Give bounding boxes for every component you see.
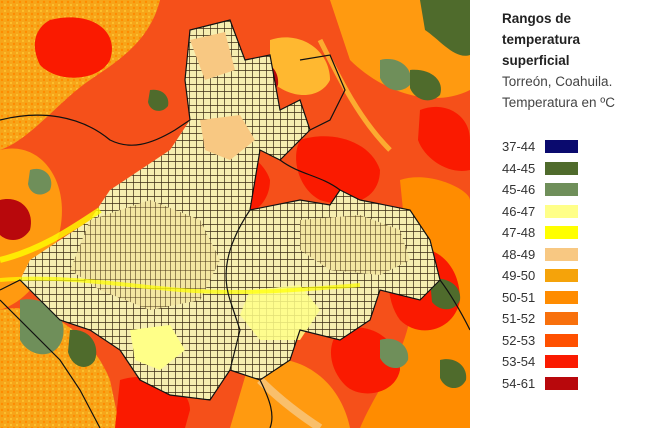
transition-belts: [0, 38, 392, 428]
boundary-lines: [0, 19, 470, 428]
legend-color-swatch: [545, 140, 578, 154]
legend-item-label: 44-45: [502, 160, 536, 176]
legend-title-line1: Rangos de temperatura: [502, 11, 581, 47]
legend-color-swatch: [545, 247, 578, 261]
legend-color-swatch: [545, 161, 578, 175]
legend-item: 49-50: [502, 265, 648, 287]
legend-color-swatch: [545, 312, 578, 326]
temperature-map: [0, 0, 470, 428]
legend-item-label: 52-53: [502, 332, 536, 348]
legend-color-swatch: [545, 204, 578, 218]
legend-item-label: 37-44: [502, 139, 536, 155]
legend-color-swatch: [545, 355, 578, 369]
legend-item-label: 53-54: [502, 354, 536, 370]
legend-color-swatch: [545, 376, 578, 390]
legend-item: 45-46: [502, 179, 648, 201]
legend-item-label: 51-52: [502, 311, 536, 327]
legend-item: 47-48: [502, 222, 648, 244]
legend-item: 46-47: [502, 201, 648, 223]
legend-item: 48-49: [502, 244, 648, 266]
legend-title-line2: superficial: [502, 53, 570, 68]
legend-item: 53-54: [502, 351, 648, 373]
legend-color-swatch: [545, 269, 578, 283]
legend: Rangos de temperatura superficial Torreó…: [502, 8, 648, 394]
legend-place: Torreón, Coahuila.: [502, 74, 613, 89]
legend-item: 50-51: [502, 287, 648, 309]
legend-item-label: 45-46: [502, 182, 536, 198]
legend-unit: Temperatura en ºC: [502, 95, 615, 110]
legend-item: 52-53: [502, 330, 648, 352]
legend-item-label: 50-51: [502, 289, 536, 305]
legend-item-label: 48-49: [502, 246, 536, 262]
legend-color-swatch: [545, 183, 578, 197]
legend-item-label: 46-47: [502, 203, 536, 219]
legend-item-label: 47-48: [502, 225, 536, 241]
legend-list: 37-44 44-45 45-46 46-47 47-48 48-49 49-50 50-51…: [502, 136, 648, 394]
legend-color-swatch: [545, 290, 578, 304]
legend-item-label: 49-50: [502, 268, 536, 284]
legend-item: 44-45: [502, 158, 648, 180]
legend-color-swatch: [545, 226, 578, 240]
legend-item: 54-61: [502, 373, 648, 395]
map-canvas: [0, 0, 470, 428]
legend-item: 51-52: [502, 308, 648, 330]
legend-item: 37-44: [502, 136, 648, 158]
legend-color-swatch: [545, 333, 578, 347]
legend-item-label: 54-61: [502, 375, 536, 391]
